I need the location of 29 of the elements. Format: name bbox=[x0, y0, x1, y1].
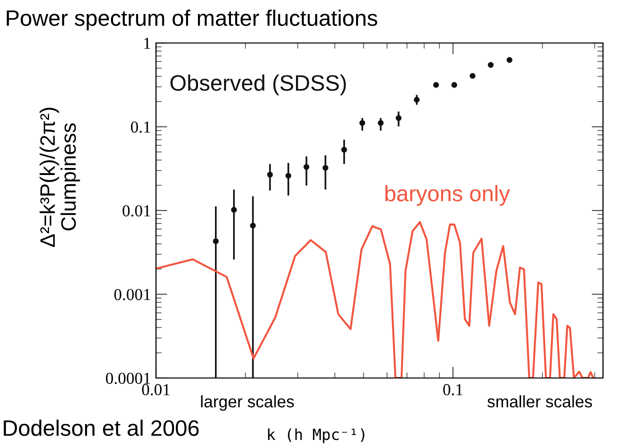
y-tick-label: 0.0001 bbox=[106, 372, 150, 384]
point bbox=[451, 82, 458, 88]
y-tick-label: 1 bbox=[144, 38, 150, 49]
x-axis-title: k (h Mpc⁻¹) bbox=[268, 428, 364, 444]
series-label: baryons only bbox=[385, 185, 510, 206]
text: smaller scales bbox=[487, 395, 592, 408]
point bbox=[506, 57, 512, 63]
point bbox=[322, 164, 328, 171]
text: larger scales bbox=[201, 395, 294, 411]
text: Dodelson et al 2006 bbox=[4, 420, 199, 436]
point bbox=[470, 72, 476, 79]
point bbox=[231, 206, 237, 213]
point bbox=[304, 164, 310, 170]
point bbox=[250, 222, 256, 229]
point bbox=[212, 238, 219, 244]
series-label: Observed (SDSS) bbox=[170, 74, 346, 96]
point bbox=[396, 115, 402, 121]
y-axis-title: Δ²=k³P(k)/(2π²) Clumpiness bbox=[40, 108, 80, 247]
point bbox=[378, 120, 384, 126]
y-tick-label: 0.001 bbox=[114, 288, 150, 300]
chart-title: Power spectrum of matter fluctuations bbox=[6, 10, 378, 30]
point bbox=[359, 120, 366, 126]
point bbox=[433, 82, 439, 88]
y-tick-label: 0.1 bbox=[130, 121, 150, 133]
point bbox=[267, 172, 273, 178]
point bbox=[488, 62, 494, 68]
point bbox=[285, 172, 292, 179]
point bbox=[341, 146, 348, 153]
y-tick-label: 0.01 bbox=[122, 205, 150, 217]
